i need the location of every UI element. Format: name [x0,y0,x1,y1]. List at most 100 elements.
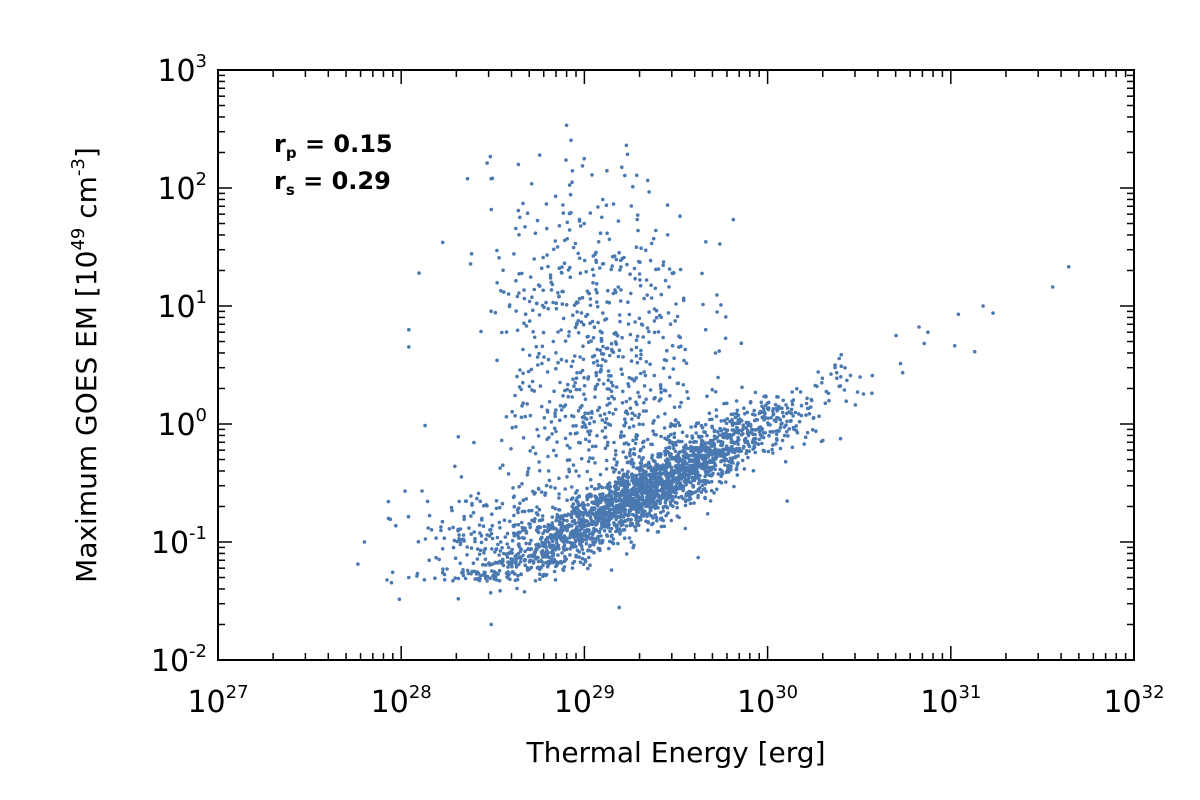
data-point [562,543,567,548]
data-point [532,257,536,261]
data-point [701,466,706,470]
data-point [671,443,675,448]
data-point [562,559,566,564]
data-point [572,354,577,358]
data-point [503,535,508,539]
data-point [500,501,505,506]
data-point [572,543,577,547]
data-point [629,291,633,296]
data-point [679,458,684,462]
data-point [606,440,610,445]
data-point [637,523,641,527]
data-point [552,389,556,394]
data-point [538,384,543,388]
data-point [515,374,519,379]
data-point [589,493,593,497]
data-point [571,377,575,382]
data-point [633,490,638,494]
data-point [585,497,589,502]
data-point [616,354,621,359]
data-point [538,577,542,581]
data-point [558,529,563,534]
data-point [619,258,623,263]
data-point [564,303,569,307]
data-point [637,455,641,459]
data-point [683,455,688,460]
data-point [600,429,605,433]
data-point [500,561,504,565]
data-point [567,469,572,474]
data-point [524,541,528,546]
data-point [634,173,639,178]
data-point [609,341,614,346]
data-point [675,314,680,319]
data-point [482,548,487,552]
data-point [521,436,526,440]
data-point [759,400,764,405]
data-point [551,526,556,531]
data-point [647,310,651,314]
data-point [774,419,778,424]
data-point [574,301,578,306]
data-point [617,313,622,317]
data-point [547,478,552,483]
data-point [611,350,616,355]
data-point [689,425,693,429]
data-point [645,437,650,442]
data-point [758,409,763,414]
data-point [622,536,627,540]
data-point [561,568,566,573]
data-point [429,528,434,532]
data-point [548,276,553,280]
data-point [681,298,686,303]
data-point [725,436,729,440]
data-point [735,463,739,467]
data-point [655,462,659,467]
data-point [584,269,588,274]
data-point [769,416,773,420]
data-point [491,574,495,578]
data-point [611,512,615,517]
data-point [499,540,503,544]
data-point [541,563,545,567]
data-point [616,476,621,481]
data-point [536,559,541,564]
data-point [781,398,785,403]
data-point [555,245,560,249]
data-point [575,525,579,529]
data-point [564,359,569,363]
data-point [578,355,582,359]
data-point [567,334,571,338]
data-point [844,399,848,404]
data-point [537,507,542,512]
data-point [926,330,930,335]
data-point [593,461,597,465]
data-point [665,233,670,237]
data-point [658,497,663,502]
data-point [603,318,607,322]
data-point [591,281,595,285]
data-point [734,446,739,451]
data-point [576,528,580,533]
data-point [537,153,542,157]
data-point [639,352,643,357]
data-point [656,267,661,271]
data-point [453,576,458,580]
data-point [701,302,705,307]
data-point [614,463,619,467]
data-point [587,448,591,452]
data-point [740,385,744,390]
data-point [672,470,677,474]
data-point [572,384,576,389]
data-point [821,438,825,443]
data-point [516,510,520,515]
data-point [786,434,790,438]
data-point [515,553,519,557]
data-point [591,456,595,461]
data-point [481,524,486,528]
data-point [657,473,662,478]
data-point [610,264,614,268]
data-point [619,476,624,481]
data-point [531,308,535,313]
data-point [917,325,921,329]
